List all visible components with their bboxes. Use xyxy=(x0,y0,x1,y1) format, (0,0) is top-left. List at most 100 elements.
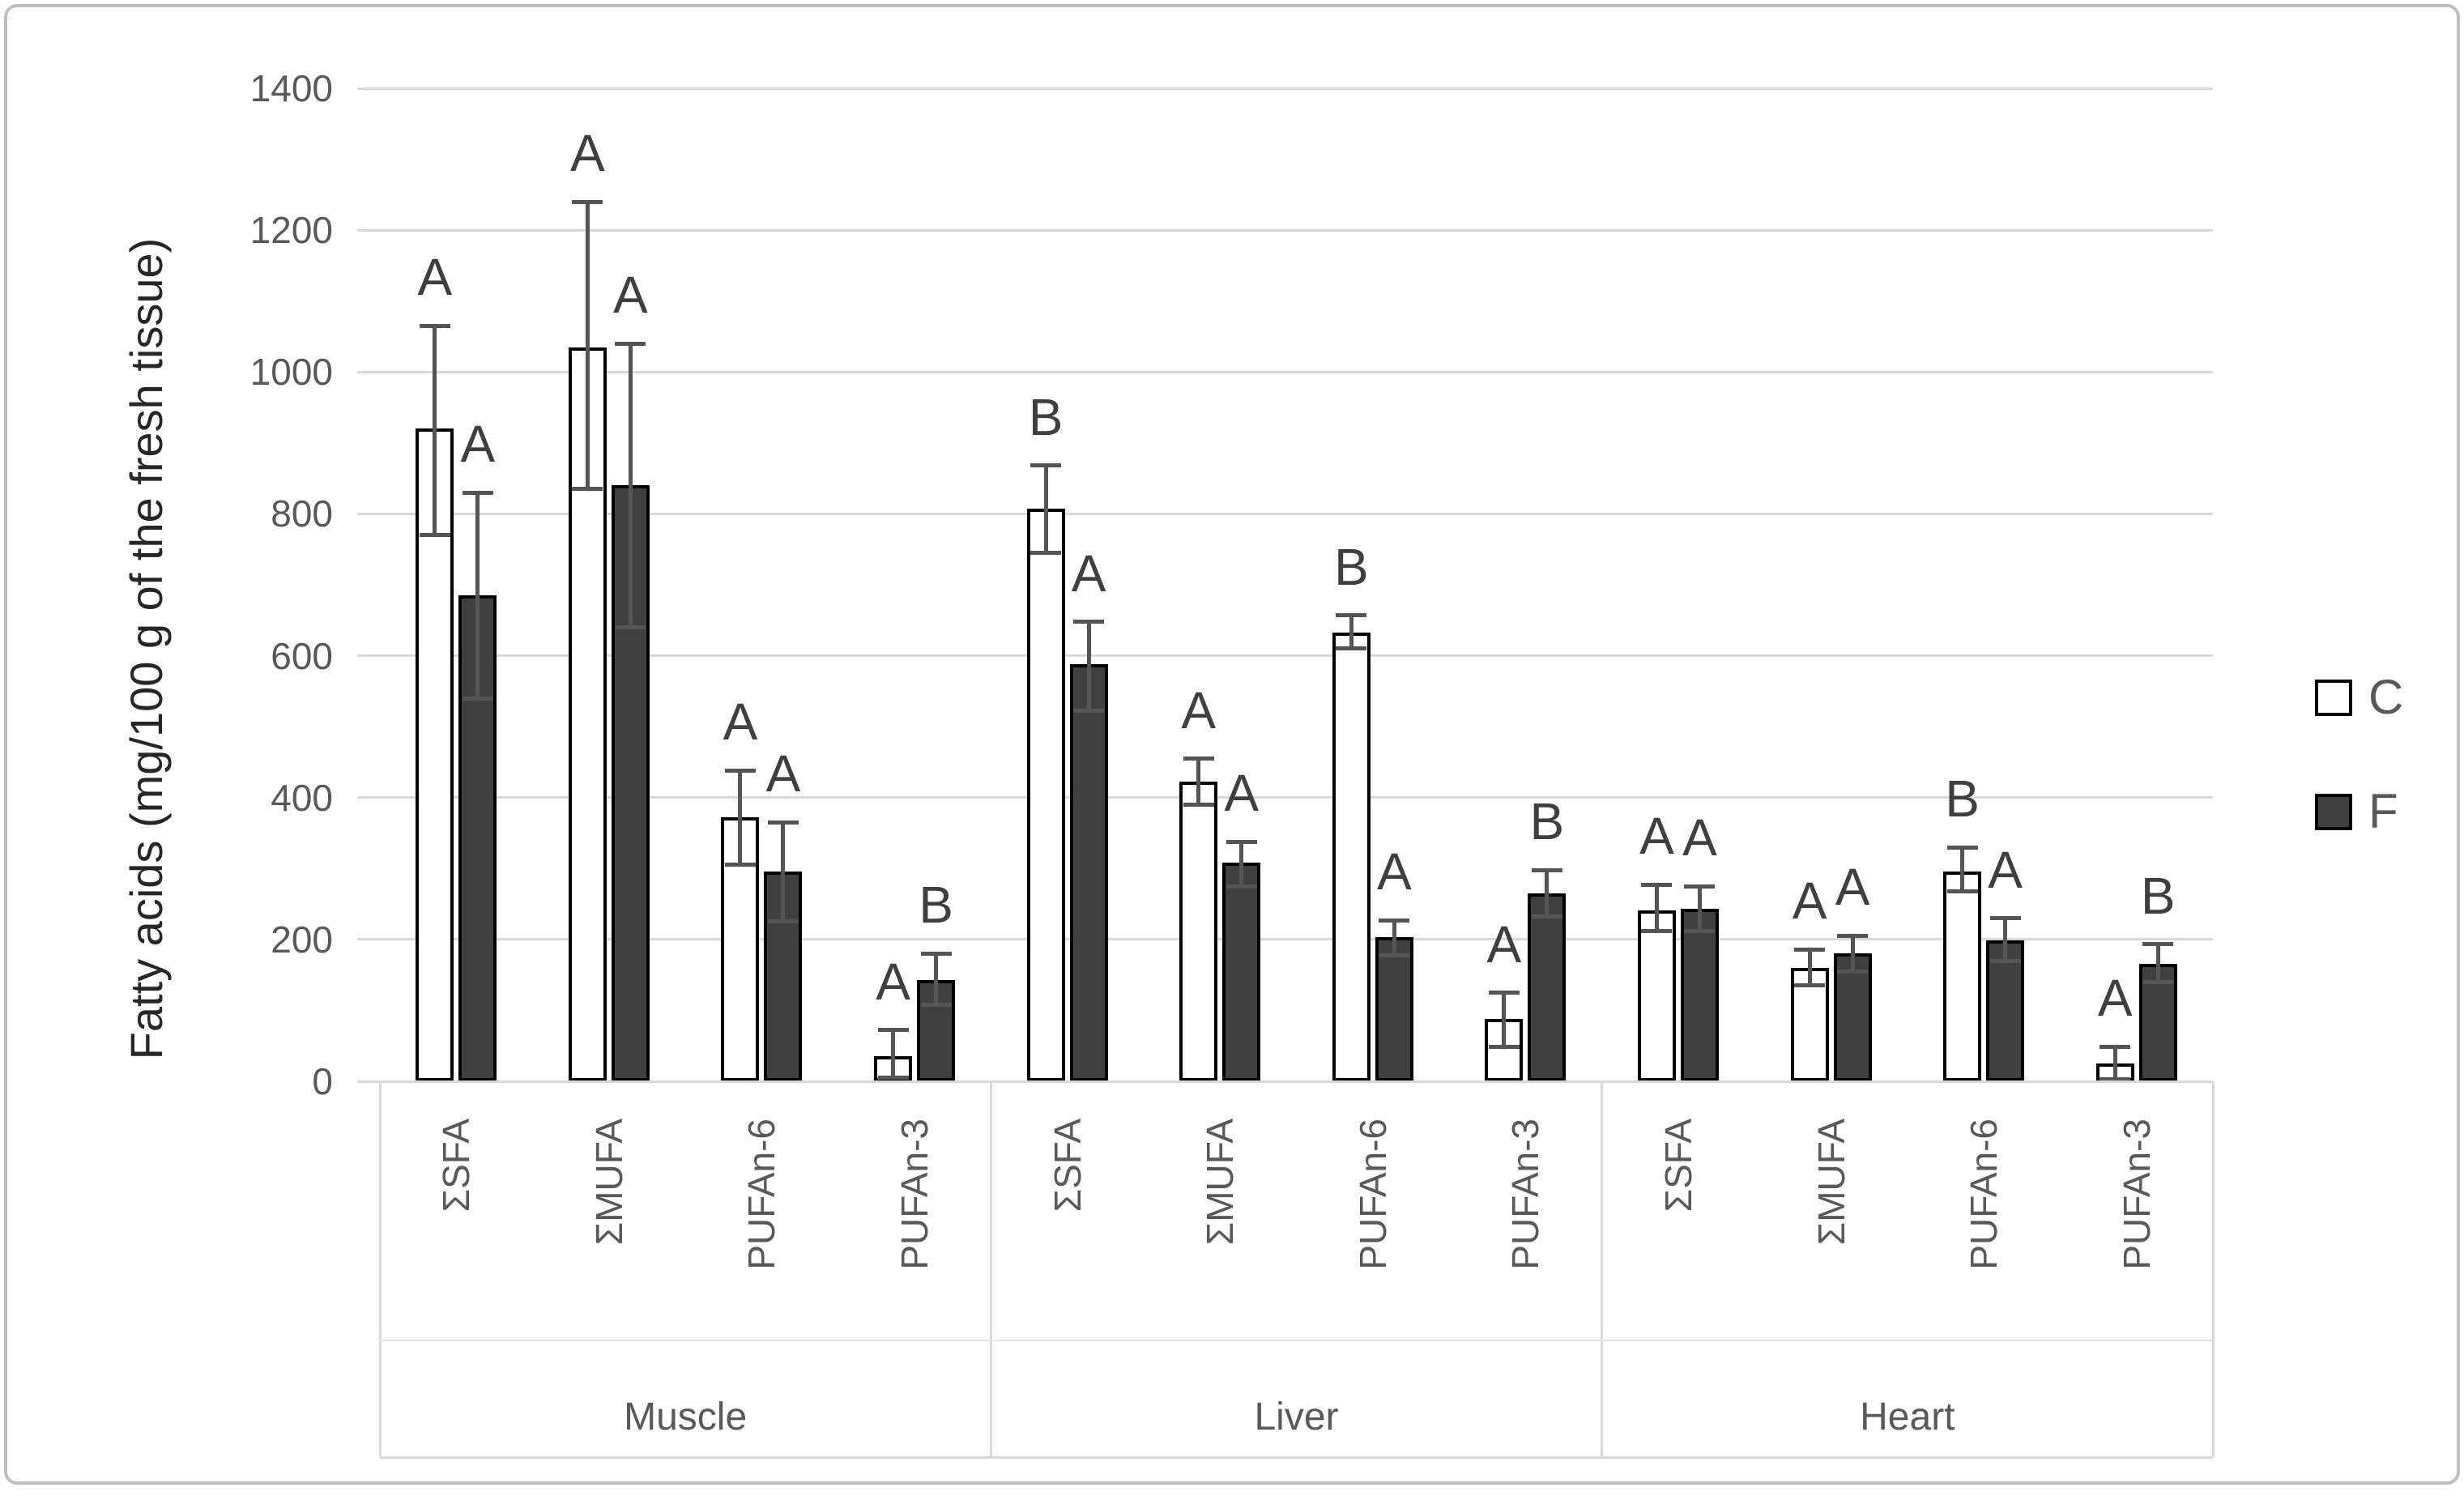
group-label: Heart xyxy=(1860,1396,1955,1438)
plot-area: 0 200 400 600 800 1000 1200 1400 A A ΣSFA A A ΣMUFA A A… xyxy=(7,7,2464,1496)
error-bar-line xyxy=(1086,621,1091,710)
significance-letter: A xyxy=(417,248,453,307)
label-level-separator-line xyxy=(380,1340,2213,1341)
error-bar-line xyxy=(1043,465,1048,553)
error-bar-line xyxy=(1697,886,1702,931)
bar-c-muscle-1 xyxy=(416,428,454,1081)
error-bar-line xyxy=(1654,884,1659,931)
error-bar-line xyxy=(1196,758,1201,805)
y-tick-mark xyxy=(357,87,380,90)
error-bar-cap-top xyxy=(1684,884,1716,889)
error-bar-cap-bottom xyxy=(1837,969,1869,974)
category-label: PUFAn-3 xyxy=(893,1119,936,1270)
error-bar-cap-top xyxy=(1183,757,1214,761)
significance-letter: A xyxy=(1071,543,1106,603)
error-bar-cap-top xyxy=(1030,463,1062,468)
group-label: Muscle xyxy=(624,1396,748,1438)
error-bar-cap-top xyxy=(1073,620,1105,624)
error-bar-cap-bottom xyxy=(419,533,450,538)
error-bar-cap-bottom xyxy=(1488,1045,1520,1050)
error-bar-line xyxy=(781,822,786,922)
error-bar-line xyxy=(891,1029,896,1078)
category-label: ΣSFA xyxy=(1046,1119,1089,1213)
bar-c-heart-1 xyxy=(1637,910,1676,1081)
legend-label-c: C xyxy=(2368,670,2404,724)
legend-swatch-c-icon xyxy=(2315,679,2352,716)
significance-letter: A xyxy=(723,693,758,752)
error-bar-cap-top xyxy=(1837,933,1869,938)
gridline xyxy=(380,938,2213,941)
error-bar-line xyxy=(738,770,743,865)
error-bar-cap-bottom xyxy=(2100,1076,2131,1081)
error-bar-line xyxy=(585,202,590,489)
category-label: PUFAn-3 xyxy=(1504,1119,1547,1270)
group-separator xyxy=(1601,1081,1604,1457)
bar-f-heart-1 xyxy=(1680,909,1719,1081)
error-bar-cap-top xyxy=(1989,916,2021,921)
significance-letter: B xyxy=(1945,769,1980,828)
group-separator xyxy=(378,1081,382,1457)
y-tick-label: 200 xyxy=(271,918,333,961)
y-tick-mark xyxy=(357,1080,380,1083)
error-bar-line xyxy=(1349,615,1353,649)
bar-f-liver-2 xyxy=(1222,863,1261,1081)
error-bar-cap-top xyxy=(767,820,799,825)
error-bar-line xyxy=(1807,949,1812,986)
significance-letter: A xyxy=(876,952,910,1011)
error-bar-line xyxy=(2003,918,2008,961)
error-bar-cap-bottom xyxy=(615,625,646,630)
significance-letter: A xyxy=(765,744,801,803)
significance-letter: B xyxy=(2140,866,2176,925)
legend-swatch-f-icon xyxy=(2315,793,2352,830)
error-bar-line xyxy=(475,492,480,699)
gridline xyxy=(380,654,2213,658)
y-tick-mark xyxy=(357,370,380,373)
error-bar-cap-bottom xyxy=(1989,958,2021,963)
category-label: PUFAn-3 xyxy=(2115,1119,2158,1270)
error-bar-cap-bottom xyxy=(920,1002,952,1007)
group-label: Liver xyxy=(1254,1396,1339,1438)
y-tick-mark xyxy=(357,228,380,232)
significance-letter: A xyxy=(1376,842,1412,901)
significance-letter: A xyxy=(1181,680,1217,739)
significance-letter: A xyxy=(1682,808,1717,867)
error-bar-cap-top xyxy=(2100,1044,2131,1049)
error-bar-line xyxy=(1392,920,1396,956)
y-tick-mark xyxy=(357,512,380,515)
error-bar-cap-bottom xyxy=(2142,979,2174,984)
legend-item-c: C xyxy=(2315,673,2403,722)
significance-letter: A xyxy=(1792,872,1827,931)
error-bar-cap-top xyxy=(462,490,493,495)
error-bar-cap-bottom xyxy=(1183,802,1214,807)
y-tick-label: 0 xyxy=(312,1060,333,1102)
error-bar-cap-bottom xyxy=(1946,889,1978,893)
error-bar-cap-bottom xyxy=(877,1076,909,1080)
category-label: ΣMUFA xyxy=(1199,1119,1242,1246)
category-label: ΣSFA xyxy=(435,1119,478,1213)
category-label: ΣMUFA xyxy=(587,1119,630,1246)
bar-f-heart-2 xyxy=(1833,953,1872,1081)
group-separator xyxy=(2211,1081,2215,1457)
y-tick-mark xyxy=(357,938,380,941)
error-bar-line xyxy=(1239,842,1244,887)
error-bar-cap-bottom xyxy=(724,863,756,867)
error-bar-cap-top xyxy=(1336,613,1367,618)
y-tick-label: 800 xyxy=(271,492,333,535)
error-bar-line xyxy=(628,343,633,628)
gridline xyxy=(380,87,2213,90)
significance-letter: A xyxy=(1988,840,2023,899)
significance-letter: A xyxy=(1639,807,1674,866)
bar-f-liver-3 xyxy=(1375,937,1413,1081)
error-bar-cap-top xyxy=(1379,918,1410,923)
label-box-bottom-line xyxy=(380,1456,2213,1459)
error-bar-cap-bottom xyxy=(1379,953,1410,957)
y-tick-label: 600 xyxy=(271,634,333,677)
error-bar-cap-top xyxy=(419,323,450,328)
error-bar-cap-bottom xyxy=(1684,928,1716,933)
error-bar-line xyxy=(934,953,939,1005)
category-label: ΣSFA xyxy=(1656,1119,1699,1213)
bar-c-heart-3 xyxy=(1943,871,1982,1081)
bar-f-liver-4 xyxy=(1528,893,1567,1081)
significance-letter: B xyxy=(1529,792,1565,851)
error-bar-cap-top xyxy=(615,341,646,346)
